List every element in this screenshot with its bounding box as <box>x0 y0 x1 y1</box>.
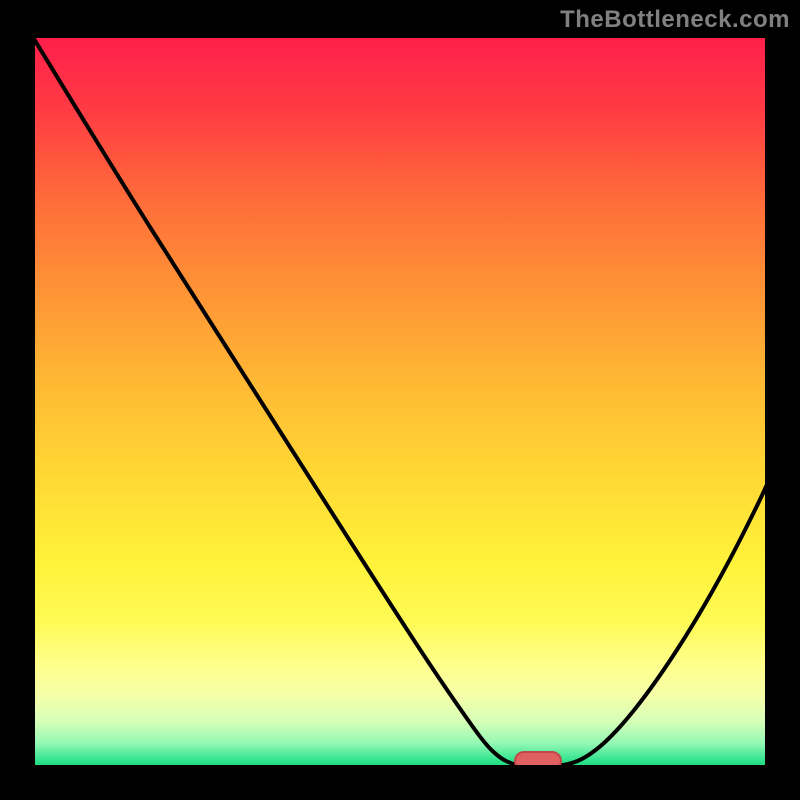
chart-container: TheBottleneck.com <box>0 0 800 800</box>
chart-overlay <box>31 34 769 769</box>
bottleneck-curve <box>31 34 769 766</box>
plot-border <box>33 36 767 767</box>
plot-area <box>31 34 769 769</box>
watermark-text: TheBottleneck.com <box>560 6 790 34</box>
